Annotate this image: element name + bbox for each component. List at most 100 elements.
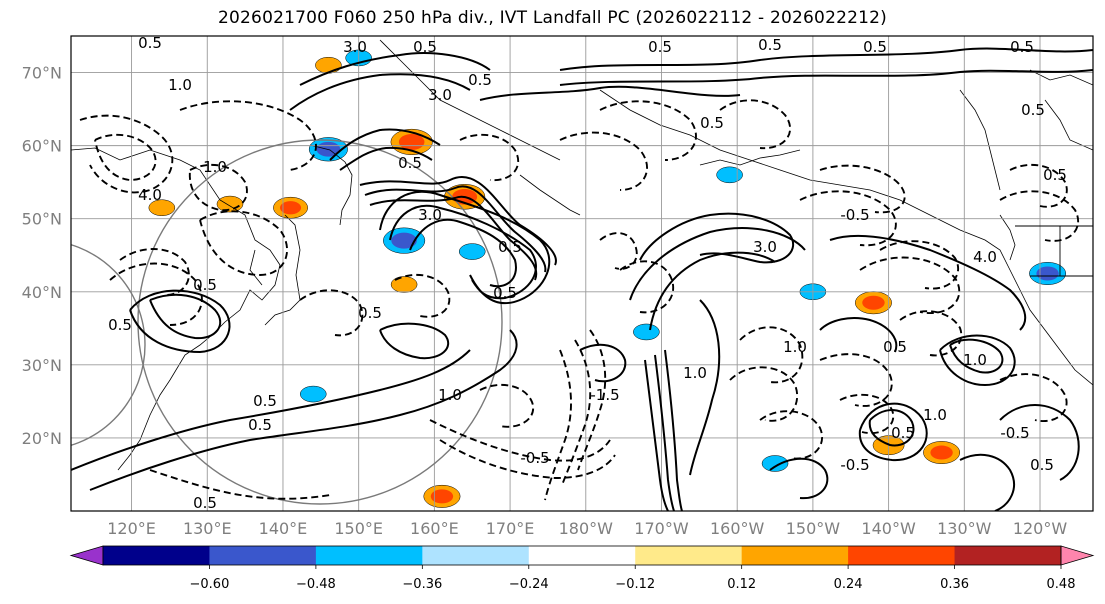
colorbar-tick-label: 0.48 — [1047, 577, 1076, 592]
colorbar-tick-label: 0.36 — [940, 577, 969, 592]
colorbar-tick-label: −0.36 — [402, 577, 442, 592]
longitude-tick-label: 170°E — [486, 519, 535, 538]
longitude-tick-label: 120°W — [1013, 519, 1068, 538]
colorbar — [69, 545, 1095, 566]
colorbar-segment — [315, 546, 423, 565]
contour-label: 0.5 — [648, 38, 672, 56]
contour-label: -1.5 — [590, 386, 619, 404]
latitude-tick-label: 70°N — [22, 64, 62, 83]
contour-label: 3.0 — [753, 238, 777, 256]
colorbar-segment — [103, 546, 210, 565]
divergence-blob-core — [464, 246, 481, 257]
divergence-blob-core — [767, 458, 784, 469]
contour-label: 3.0 — [418, 206, 442, 224]
longitude-tick-label: 160°W — [710, 519, 765, 538]
colorbar-segment — [635, 546, 743, 565]
latitude-tick-label: 30°N — [22, 356, 62, 375]
contour-label: 0.5 — [468, 71, 492, 89]
longitude-tick-label: 160°E — [410, 519, 459, 538]
divergence-blob-core — [221, 199, 238, 210]
latitude-tick-label: 40°N — [22, 283, 62, 302]
longitude-tick-label: 140°E — [259, 519, 308, 538]
divergence-blob-core — [305, 389, 322, 400]
divergence-blob-core — [430, 489, 454, 504]
contour-label: 0.5 — [193, 276, 217, 294]
longitude-tick-label: 130°W — [937, 519, 992, 538]
graticule — [71, 36, 1093, 511]
contour-label: -0.5 — [840, 206, 869, 224]
longitude-tick-label: 120°E — [107, 519, 156, 538]
colorbar-tick-labels: −0.60 −0.48 −0.36 −0.24 −0.12 0.12 0.24 0.36 0.4… — [190, 565, 1076, 592]
longitude-tick-label: 170°W — [634, 519, 689, 538]
contour-label: 1.0 — [963, 351, 987, 369]
colorbar-tick-label: −0.24 — [509, 577, 549, 592]
divergence-blob-core — [638, 326, 655, 337]
landfall-pc-circle-west — [71, 243, 146, 447]
landfall-pc-circle — [137, 139, 503, 505]
colorbar-outline — [102, 545, 1062, 566]
map-content: 0.5 3.0 0.5 0.5 0.5 0.5 0.5 0.5 0.5 1.0 0.5 0.5 3.0 1… — [71, 36, 1093, 512]
contour-label: 0.5 — [1043, 166, 1067, 184]
divergence-blob-core — [398, 133, 425, 150]
latitude-tick-label: 60°N — [22, 137, 62, 156]
colorbar-segment — [954, 546, 1062, 565]
contour-label: 1.0 — [203, 158, 227, 176]
figure-title: 2026021700 F060 250 hPa div., IVT Landfa… — [218, 8, 887, 28]
colorbar-tick-label: 0.12 — [727, 577, 756, 592]
divergence-blob-core — [721, 169, 738, 180]
longitude-tick-label: 140°W — [861, 519, 916, 538]
colorbar-tick-label: 0.24 — [834, 577, 863, 592]
contour-label: -0.5 — [840, 456, 869, 474]
divergence-blob-core — [396, 279, 413, 290]
colorbar-tick-label: −0.48 — [296, 577, 336, 592]
colorbar-tick-label: −0.60 — [190, 577, 230, 592]
colorbar-segment — [741, 546, 849, 565]
longitude-tick-label: 180°W — [559, 519, 614, 538]
contour-label: 1.0 — [168, 76, 192, 94]
map-frame — [70, 35, 1094, 512]
divergence-blob-core — [153, 202, 170, 213]
contour-label: 4.0 — [973, 248, 997, 266]
divergence-blob-core — [1036, 266, 1059, 281]
contour-label: 1.0 — [683, 364, 707, 382]
longitude-tick-label: 130°E — [183, 519, 232, 538]
contour-label: 0.5 — [1030, 456, 1054, 474]
longitude-tick-label: 150°E — [334, 519, 383, 538]
contour-labels: 0.5 3.0 0.5 0.5 0.5 0.5 0.5 0.5 0.5 1.0 0.5 0.5 3.0 1… — [108, 36, 1067, 512]
contour-label: -0.5 — [1000, 424, 1029, 442]
contour-label: 0.5 — [253, 392, 277, 410]
colorbar-extend-high — [1060, 545, 1095, 566]
contour-label: 0.5 — [248, 416, 272, 434]
political-borders — [1015, 225, 1093, 277]
contour-label: 1.0 — [923, 406, 947, 424]
contour-label: 0.5 — [193, 494, 217, 512]
contour-label: 0.5 — [108, 316, 132, 334]
contour-label: 0.5 — [413, 38, 437, 56]
divergence-blob-core — [930, 445, 953, 460]
colorbar-tick-label: −0.12 — [615, 577, 655, 592]
contour-label: 1.0 — [438, 386, 462, 404]
divergence-blob-core — [391, 232, 417, 249]
contour-label: -0.5 — [520, 449, 549, 467]
map-background — [71, 36, 1093, 511]
latitude-tick-label: 20°N — [22, 429, 62, 448]
contour-label: 0.5 — [358, 304, 382, 322]
colorbar-segment — [422, 546, 530, 565]
contour-label: 3.0 — [343, 38, 367, 56]
contour-label: 0.5 — [498, 238, 522, 256]
contour-label: 0.5 — [493, 284, 517, 302]
contour-label: 0.5 — [1010, 38, 1034, 56]
contour-label: 0.5 — [1021, 101, 1045, 119]
contour-label: 1.0 — [783, 338, 807, 356]
contour-label: 0.5 — [758, 36, 782, 54]
contour-label: 0.5 — [883, 338, 907, 356]
colorbar-segment — [528, 546, 636, 565]
contour-label: 4.0 — [138, 186, 162, 204]
divergence-blob-core — [862, 295, 885, 310]
contour-label: 3.0 — [428, 86, 452, 104]
colorbar-segment — [209, 546, 317, 565]
colorbar-segment — [848, 546, 956, 565]
colorbar-extend-low — [69, 545, 104, 566]
